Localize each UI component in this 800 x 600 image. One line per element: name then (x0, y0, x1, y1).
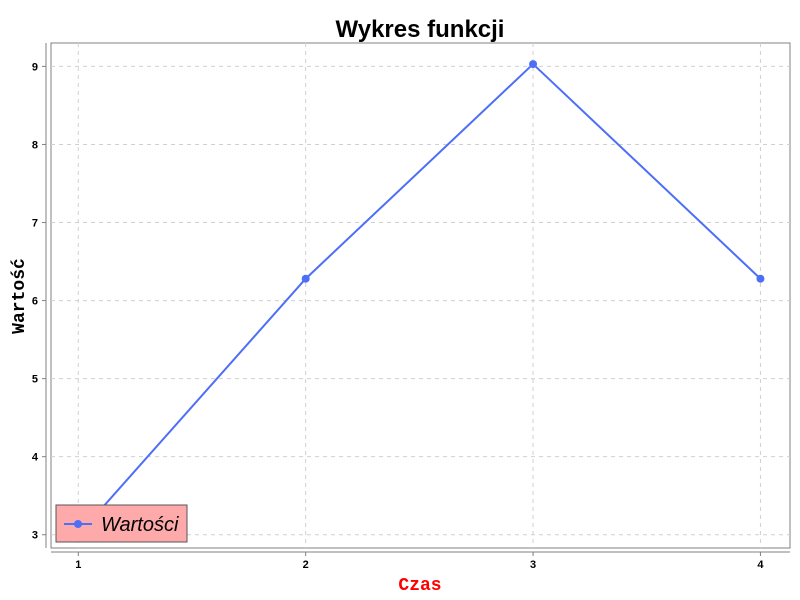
data-point (756, 274, 765, 283)
legend-entry-label: Wartości (101, 514, 179, 536)
y-tick-label: 8 (32, 139, 38, 151)
data-point (529, 60, 538, 69)
plot-area (50, 42, 791, 549)
y-tick-label: 5 (32, 374, 38, 386)
y-tick-label: 4 (32, 452, 39, 464)
series-line (77, 63, 762, 536)
legend-marker-swatch (74, 520, 82, 528)
y-tick-label: 6 (32, 296, 38, 308)
y-axis-label: Wartość (10, 258, 30, 334)
legend: Wartości (55, 504, 188, 543)
x-tick-label: 2 (303, 559, 309, 571)
x-tick-label: 3 (530, 559, 536, 571)
x-tick-label: 4 (757, 559, 764, 571)
x-tick-label: 1 (75, 559, 81, 571)
axis-ticks: 1 2 3 4 3 4 5 6 7 8 9 (32, 61, 765, 571)
x-axis-label: Czas (398, 576, 441, 596)
y-tick-label: 7 (32, 218, 38, 230)
chart-title: Wykres funkcji (336, 16, 505, 43)
y-tick-label: 9 (32, 61, 38, 73)
y-tick-label: 3 (32, 530, 38, 542)
data-point (301, 274, 310, 283)
